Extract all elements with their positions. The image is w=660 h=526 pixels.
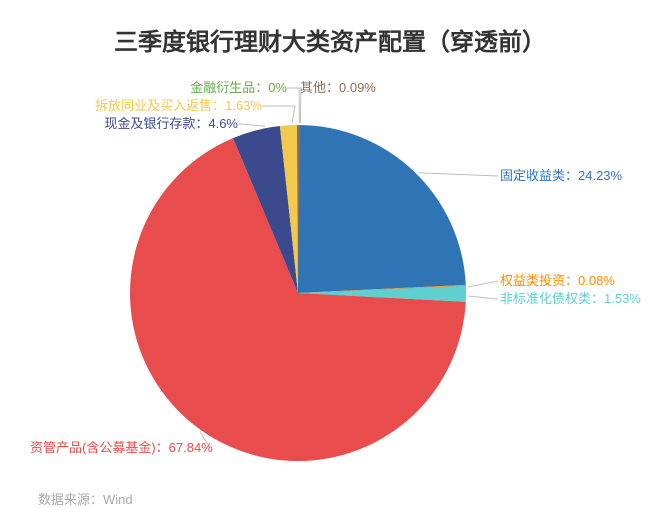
chart-container: 三季度银行理财大类资产配置（穿透前） Wi .d 固定收益类：24.23%权益类… <box>0 0 660 526</box>
data-source: 数据来源：Wind <box>38 489 133 508</box>
pie-label-0: 固定收益类：24.23% <box>500 168 622 184</box>
leader-line-4 <box>238 124 266 126</box>
pie-label-7: 其他：0.09% <box>300 80 376 96</box>
pie-label-6: 金融衍生品：0% <box>190 80 287 96</box>
leader-line-2 <box>468 296 498 299</box>
leader-line-0 <box>418 173 498 176</box>
pie-label-3: 资管产品(含公募基金)：67.84% <box>30 440 213 456</box>
pie-label-1: 权益类投资：0.08% <box>500 273 615 289</box>
leader-line-5 <box>262 106 295 123</box>
pie-label-4: 现金及银行存款：4.6% <box>104 116 238 132</box>
leader-line-1 <box>468 281 498 287</box>
pie-slice-0 <box>298 125 466 293</box>
pie-label-5: 拆放同业及买入返售：1.63% <box>95 98 262 114</box>
pie-label-2: 非标准化债权类：1.53% <box>500 291 641 307</box>
